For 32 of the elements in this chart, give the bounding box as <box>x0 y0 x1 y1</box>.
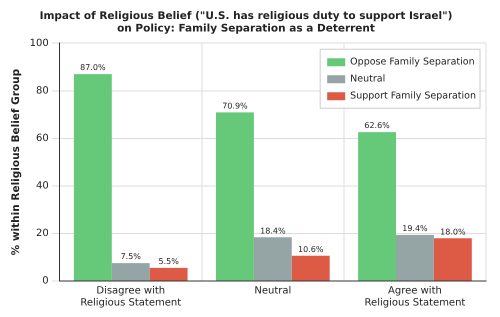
bar <box>112 263 150 280</box>
bar <box>292 256 330 280</box>
legend-label: Neutral <box>350 74 386 85</box>
data-label: 10.6% <box>298 244 324 254</box>
chart-title: Impact of Religious Belief ("U.S. has religious duty to support Israel") on Policy: Family Separation as a Deterrent <box>40 10 452 35</box>
data-label: 87.0% <box>80 63 106 72</box>
bar <box>434 238 472 280</box>
data-label: 18.0% <box>440 227 466 236</box>
y-tick-label: 60 <box>36 132 49 144</box>
y-tick-label: 20 <box>36 228 49 240</box>
y-tick-label: 40 <box>36 180 49 192</box>
x-tick-label: Neutral <box>254 286 292 297</box>
data-label: 19.4% <box>402 224 428 233</box>
y-tick-label: 100 <box>30 38 49 49</box>
y-axis-title: % within Religious Belief Group <box>10 68 22 256</box>
bar <box>254 237 292 280</box>
bar <box>396 234 434 280</box>
bar <box>358 132 396 280</box>
bar <box>150 268 188 280</box>
y-tick-label: 0 <box>42 276 49 287</box>
data-label: 7.5% <box>120 252 142 262</box>
data-label: 5.5% <box>158 257 180 266</box>
data-label: 62.6% <box>364 121 390 130</box>
legend-label: Support Family Separation <box>350 90 476 102</box>
data-label: 70.9% <box>222 101 248 110</box>
x-tick-label: Agree with Religious Statement <box>364 286 466 309</box>
bar <box>74 74 112 280</box>
y-tick-label: 80 <box>36 85 49 96</box>
data-label: 18.4% <box>260 226 286 236</box>
legend-label: Oppose Family Separation <box>350 56 475 68</box>
bar <box>216 112 254 280</box>
x-tick-label: Disagree with Religious Statement <box>80 286 182 309</box>
